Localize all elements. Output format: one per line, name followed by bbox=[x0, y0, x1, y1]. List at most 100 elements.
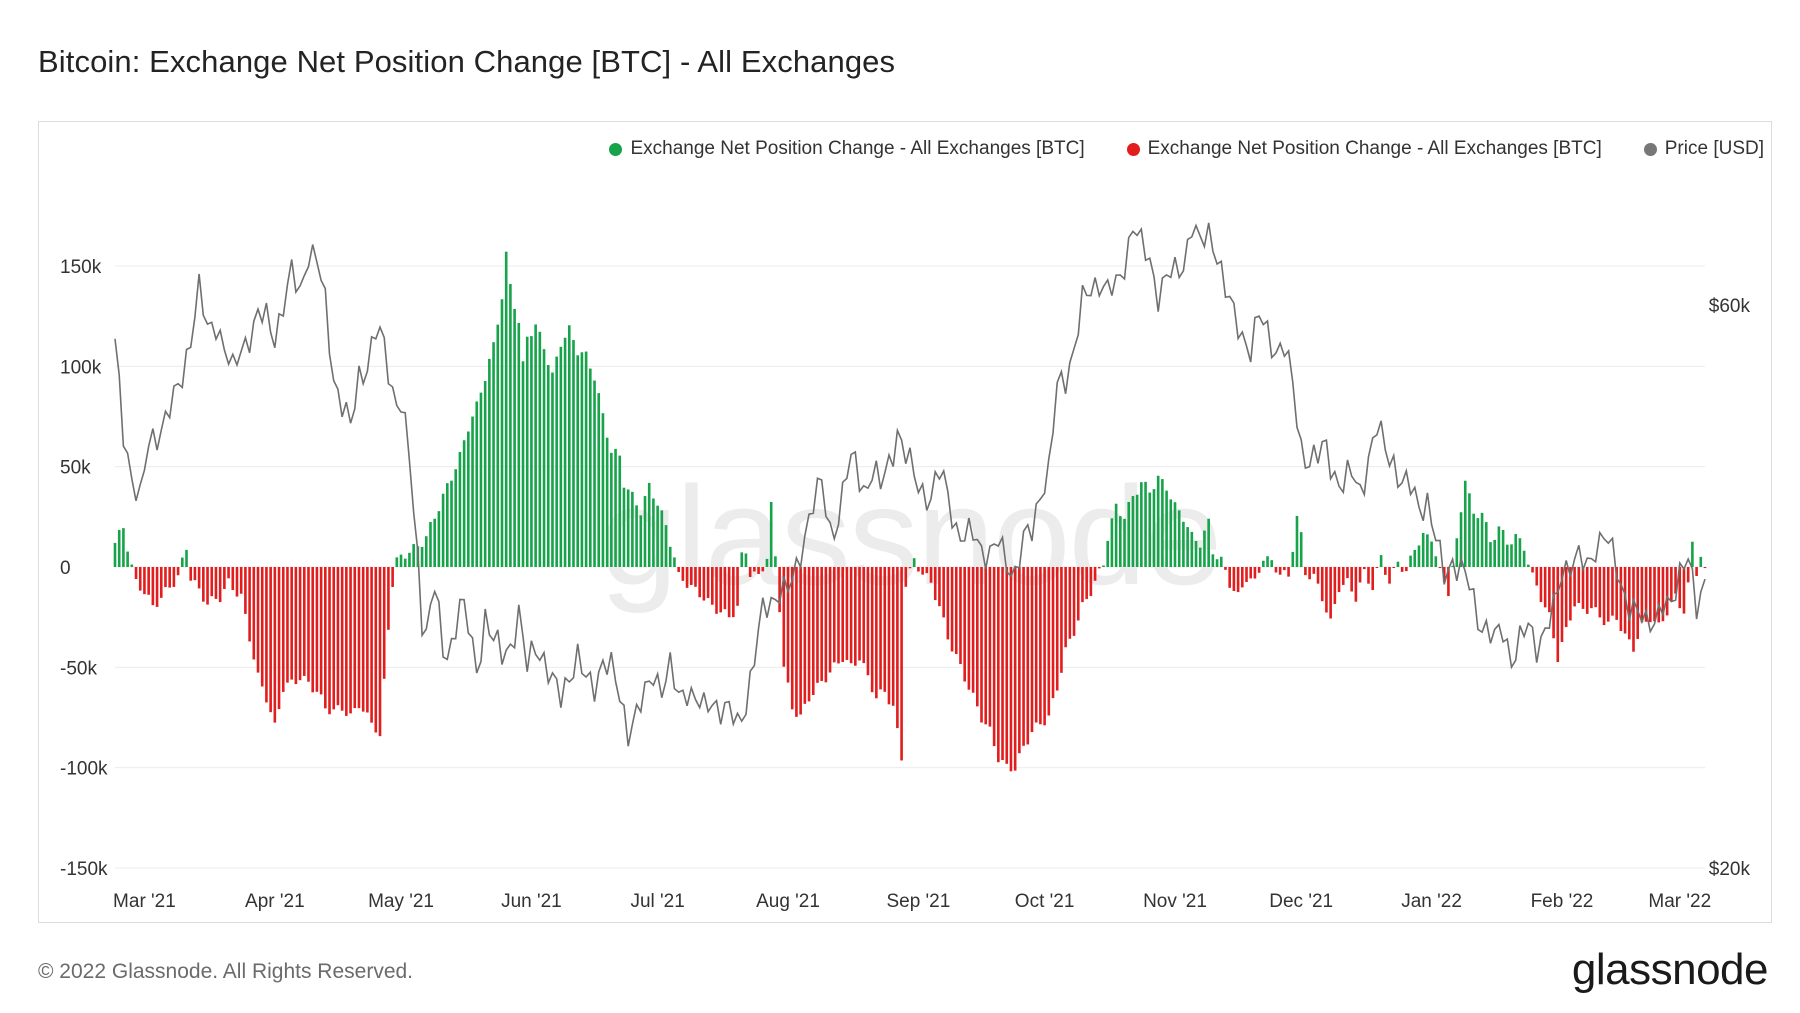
bar-outflow bbox=[1682, 567, 1686, 614]
bar-outflow bbox=[1560, 567, 1564, 643]
bar-inflow bbox=[492, 342, 495, 567]
bar-inflow bbox=[1106, 540, 1110, 567]
y-tick-label: 100k bbox=[60, 357, 102, 378]
bar-outflow bbox=[1678, 567, 1682, 609]
bar-inflow bbox=[1463, 480, 1467, 567]
bar-outflow bbox=[799, 567, 802, 715]
bar-outflow bbox=[824, 567, 828, 683]
bar-outflow bbox=[1240, 567, 1244, 588]
bar-outflow bbox=[357, 567, 361, 709]
bar-inflow bbox=[1135, 494, 1139, 567]
bar-outflow bbox=[1695, 567, 1698, 576]
bar-inflow bbox=[462, 440, 466, 567]
bar-outflow bbox=[214, 567, 218, 599]
bar-inflow bbox=[1161, 479, 1164, 567]
bar-outflow bbox=[1055, 567, 1059, 691]
bar-inflow bbox=[1476, 518, 1480, 567]
bar-inflow bbox=[437, 511, 441, 567]
bar-outflow bbox=[1375, 567, 1379, 568]
legend-item-price[interactable]: Price [USD] bbox=[1643, 138, 1764, 160]
legend-dot-gray bbox=[1643, 142, 1657, 156]
bar-outflow bbox=[1333, 567, 1337, 604]
bar-outflow bbox=[239, 567, 243, 594]
bar-inflow bbox=[1123, 518, 1126, 567]
bar-outflow bbox=[1341, 567, 1345, 585]
bar-outflow bbox=[786, 567, 790, 683]
bar-inflow bbox=[1190, 531, 1194, 567]
bar-inflow bbox=[180, 557, 184, 567]
bar-outflow bbox=[1064, 567, 1067, 648]
bar-outflow bbox=[374, 567, 378, 733]
bar-outflow bbox=[1665, 567, 1669, 616]
bar-outflow bbox=[1585, 567, 1589, 614]
bar-outflow bbox=[1051, 567, 1055, 699]
bar-outflow bbox=[210, 567, 214, 597]
bar-outflow bbox=[1556, 567, 1560, 663]
bar-outflow bbox=[1093, 567, 1097, 581]
bar-outflow bbox=[1644, 567, 1648, 622]
bar-outflow bbox=[820, 567, 823, 681]
bar-outflow bbox=[1632, 567, 1635, 652]
bar-outflow bbox=[345, 567, 348, 716]
bar-inflow bbox=[664, 525, 668, 567]
bar-outflow bbox=[193, 567, 197, 581]
bar-outflow bbox=[710, 567, 714, 605]
x-tick-label: Aug '21 bbox=[756, 891, 820, 912]
bar-outflow bbox=[950, 567, 954, 652]
bar-inflow bbox=[513, 308, 516, 567]
bar-inflow bbox=[1691, 541, 1694, 567]
bar-inflow bbox=[1114, 503, 1118, 567]
bar-inflow bbox=[467, 431, 470, 567]
bar-outflow bbox=[1257, 567, 1261, 573]
bar-inflow bbox=[601, 413, 605, 567]
y2-tick-label: $60k bbox=[1709, 296, 1751, 317]
bar-outflow bbox=[727, 567, 731, 618]
bar-outflow bbox=[168, 567, 171, 588]
bar-outflow bbox=[1543, 567, 1547, 608]
bar-inflow bbox=[1144, 481, 1147, 567]
bar-outflow bbox=[370, 567, 373, 723]
bar-inflow bbox=[605, 437, 609, 567]
bar-inflow bbox=[424, 536, 428, 567]
bar-outflow bbox=[938, 567, 941, 607]
bar-outflow bbox=[252, 567, 256, 660]
bar-outflow bbox=[1661, 567, 1665, 622]
bar-outflow bbox=[1072, 567, 1076, 636]
bar-outflow bbox=[879, 567, 882, 690]
bar-outflow bbox=[841, 567, 845, 662]
bar-outflow bbox=[858, 567, 861, 661]
bar-outflow bbox=[689, 567, 693, 586]
bar-outflow bbox=[736, 567, 739, 606]
bar-inflow bbox=[1295, 515, 1299, 567]
legend-item-inflow[interactable]: Exchange Net Position Change - All Excha… bbox=[609, 138, 1085, 160]
bar-outflow bbox=[795, 567, 798, 717]
bar-outflow bbox=[782, 567, 786, 667]
bar-outflow bbox=[753, 567, 756, 572]
bar-outflow bbox=[959, 567, 962, 664]
bar-inflow bbox=[1379, 555, 1383, 567]
bar-outflow bbox=[975, 567, 979, 707]
bar-outflow bbox=[1283, 567, 1286, 571]
bar-inflow bbox=[647, 482, 651, 567]
bar-inflow bbox=[1219, 556, 1223, 567]
bar-outflow bbox=[921, 567, 924, 575]
bar-inflow bbox=[450, 480, 453, 567]
bar-inflow bbox=[656, 505, 659, 567]
bar-inflow bbox=[589, 368, 592, 567]
bar-outflow bbox=[260, 567, 264, 687]
legend-item-outflow[interactable]: Exchange Net Position Change - All Excha… bbox=[1126, 138, 1602, 160]
bar-inflow bbox=[488, 358, 491, 567]
bar-outflow bbox=[933, 567, 937, 601]
bar-inflow bbox=[1426, 534, 1429, 567]
bar-outflow bbox=[227, 567, 230, 579]
bar-outflow bbox=[1089, 567, 1093, 597]
bar-outflow bbox=[1371, 567, 1375, 591]
bar-inflow bbox=[429, 522, 432, 567]
bar-inflow bbox=[1455, 538, 1459, 567]
bar-inflow bbox=[113, 542, 117, 567]
bar-outflow bbox=[315, 567, 319, 692]
bar-inflow bbox=[1489, 542, 1492, 567]
bar-outflow bbox=[1611, 567, 1614, 616]
bar-outflow bbox=[694, 567, 697, 587]
bar-outflow bbox=[677, 567, 680, 573]
